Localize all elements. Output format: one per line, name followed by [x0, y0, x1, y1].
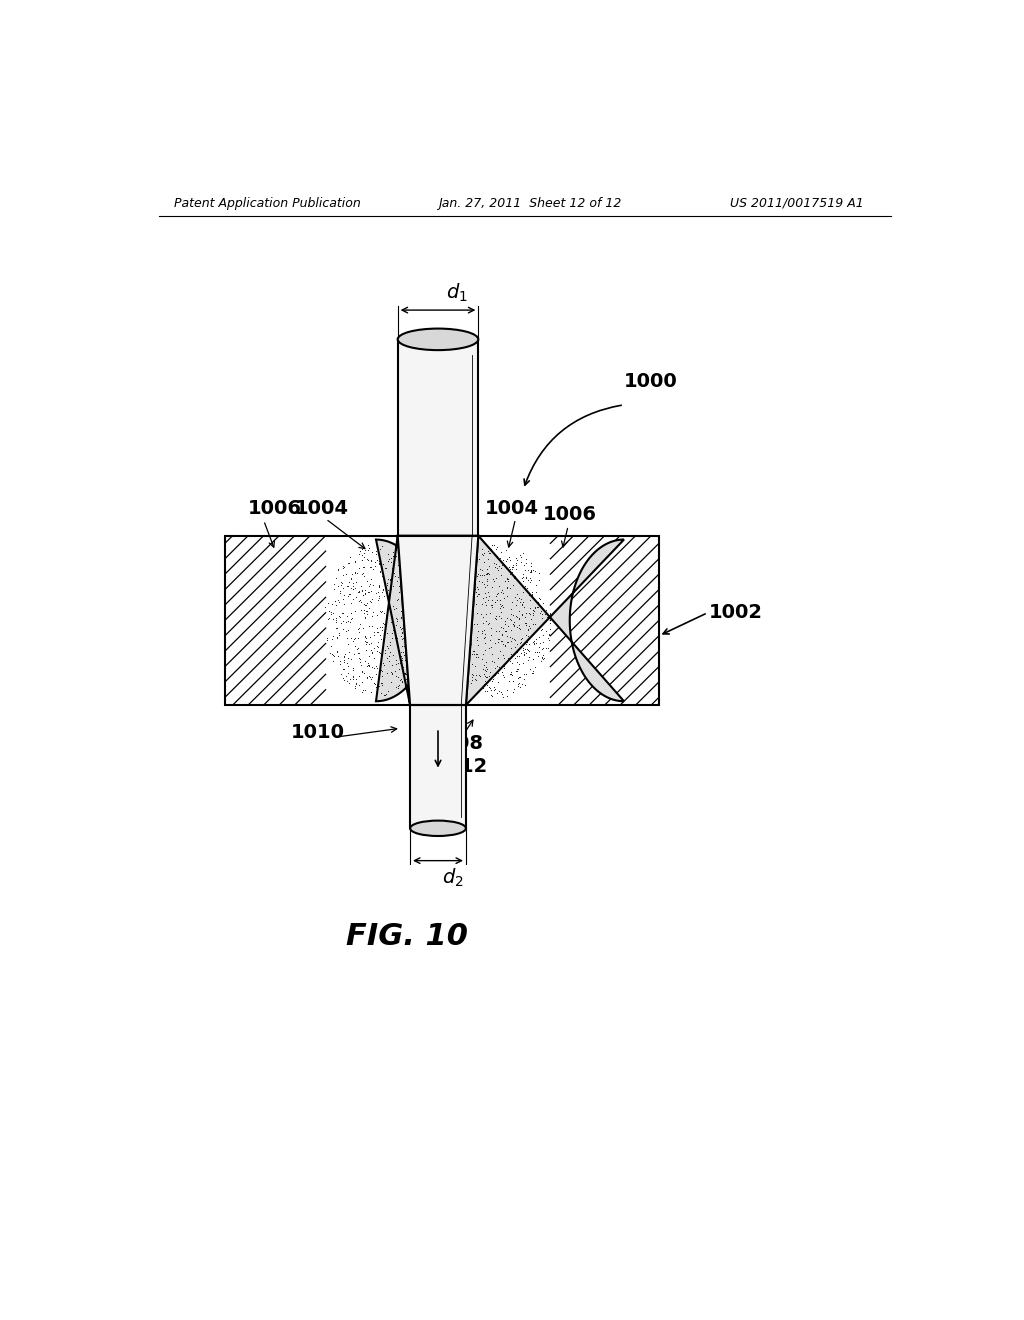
Text: 1004: 1004	[295, 499, 348, 519]
Text: Patent Application Publication: Patent Application Publication	[174, 197, 361, 210]
Text: 1006: 1006	[543, 506, 597, 524]
Text: 1000: 1000	[624, 372, 678, 391]
Bar	[550, 536, 658, 705]
Bar	[410, 705, 466, 829]
Text: $d_1$: $d_1$	[445, 281, 468, 304]
Polygon shape	[376, 536, 430, 705]
Text: FIG. 10: FIG. 10	[346, 921, 468, 950]
Ellipse shape	[397, 329, 478, 350]
Text: 1002: 1002	[710, 603, 763, 622]
Polygon shape	[397, 536, 478, 705]
Text: $d_2$: $d_2$	[442, 867, 464, 890]
Text: 1010: 1010	[291, 722, 345, 742]
Text: US 2011/0017519 A1: US 2011/0017519 A1	[730, 197, 864, 210]
Bar	[397, 339, 478, 536]
Polygon shape	[466, 536, 624, 705]
Text: Jan. 27, 2011  Sheet 12 of 12: Jan. 27, 2011 Sheet 12 of 12	[438, 197, 622, 210]
Ellipse shape	[410, 821, 466, 836]
Text: 1006: 1006	[248, 499, 302, 519]
Text: 1008: 1008	[430, 734, 484, 754]
Bar	[225, 536, 658, 705]
Text: 1012: 1012	[434, 758, 488, 776]
Bar	[225, 536, 326, 705]
Text: 1004: 1004	[484, 499, 539, 519]
